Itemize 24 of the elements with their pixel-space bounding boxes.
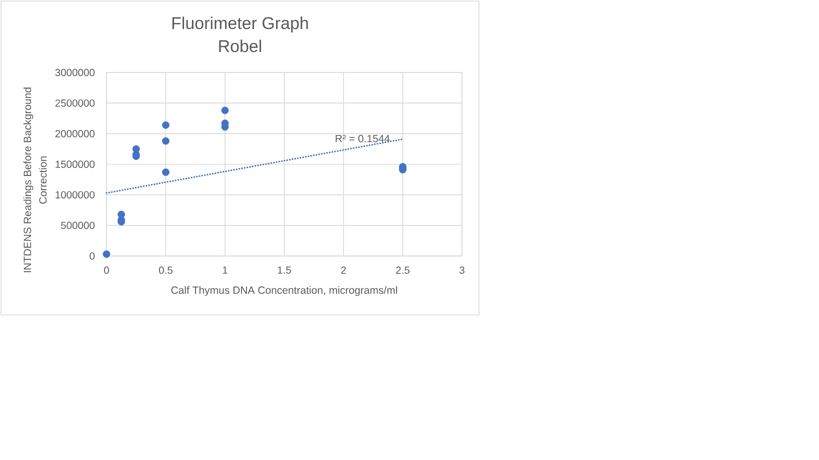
x-axis-title: Calf Thymus DNA Concentration, micrograms/ml bbox=[171, 286, 398, 296]
x-tick-label: 0 bbox=[104, 266, 109, 274]
point bbox=[102, 250, 110, 258]
x-tick-label: 2.5 bbox=[396, 266, 410, 274]
y-tick-label: 2500000 bbox=[55, 99, 95, 107]
y-tick-label: 1500000 bbox=[56, 160, 95, 168]
annotation: R² = 0.1544 bbox=[336, 134, 390, 142]
y-tick-label: 500000 bbox=[61, 222, 95, 230]
y-tick-label: 1000000 bbox=[56, 191, 95, 198]
chart-title: Fluorimeter Graph bbox=[172, 16, 308, 33]
x-tick-label: 1.5 bbox=[278, 266, 291, 274]
x-tick-label: 1 bbox=[222, 266, 228, 274]
x-tick-label: 3 bbox=[460, 266, 464, 274]
point bbox=[162, 168, 170, 176]
x-tick-label: 2 bbox=[341, 266, 346, 274]
y-tick-label: 0 bbox=[90, 252, 95, 260]
x-tick-label: 0.5 bbox=[159, 266, 172, 274]
point bbox=[162, 137, 170, 145]
point bbox=[162, 121, 170, 129]
point bbox=[221, 106, 229, 114]
y-tick-label: 3000000 bbox=[55, 68, 95, 76]
chart-subtitle: Robel bbox=[219, 40, 262, 52]
y-tick-label: 2000000 bbox=[55, 130, 95, 138]
y-axis-title: INTDENS Readings Before Background Correction bbox=[23, 88, 47, 272]
